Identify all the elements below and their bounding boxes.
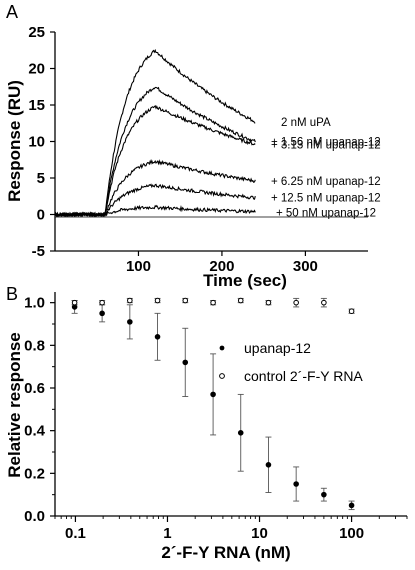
- panel-a-curve-label-3: + 3.13 nM upanap-12: [271, 139, 381, 151]
- panel-b-y-axis-label: Relative response: [5, 332, 24, 478]
- data-point-control: [154, 297, 161, 304]
- data-point-upanap: [265, 462, 272, 468]
- panel-a: A -5 0 5 10 15 20 25 100 200 300 2 nM uPA + 1.56 n…: [5, 2, 381, 290]
- panel-a-y-tick-label: -5: [32, 243, 45, 260]
- panel-a-y-tick-label: 0: [37, 207, 45, 224]
- data-point-control: [127, 297, 133, 304]
- panel-b: B 0.0 0.2 0.4 0.6 0.8 1.0 0.1 1 10 100 upanap-12 …: [5, 284, 408, 562]
- panel-a-y-tick-label: 25: [28, 24, 45, 41]
- panel-b-y-tick-label: 0.0: [24, 508, 45, 525]
- panel-a-trace-6: [54, 204, 256, 218]
- panel-b-x-tick-label: 0.1: [65, 525, 86, 542]
- data-point-control: [293, 299, 299, 306]
- panel-a-curve-label-4: + 6.25 nM upanap-12: [271, 176, 381, 188]
- data-point-upanap: [237, 430, 244, 436]
- panel-a-curve-label-5: + 12.5 nM upanap-12: [271, 193, 381, 205]
- panel-a-trace-4: [54, 159, 256, 218]
- data-point-control: [210, 299, 216, 306]
- panel-a-curve-label-6: + 50 nM upanap-12: [276, 208, 376, 220]
- data-point-control: [265, 299, 272, 306]
- panel-a-y-tick-label: 5: [37, 170, 45, 187]
- panel-a-traces: [54, 48, 256, 218]
- panel-a-ticks: -5 0 5 10 15 20 25 100 200 300: [28, 24, 318, 275]
- panel-a-x-tick-label: 100: [126, 258, 151, 275]
- data-point-upanap: [127, 319, 133, 325]
- panel-b-x-tick-label: 1: [163, 525, 171, 542]
- data-point-control: [182, 297, 189, 304]
- data-point-upanap: [154, 334, 161, 340]
- panel-b-y-tick-label: 1.0: [24, 295, 45, 312]
- legend-marker-control: [219, 373, 225, 379]
- data-point-control: [321, 299, 327, 306]
- data-point-upanap: [321, 491, 327, 498]
- legend-label-control: control 2´-F-Y RNA: [244, 368, 363, 384]
- panel-a-x-axis-label: Time (sec): [203, 271, 287, 290]
- data-point-control: [71, 299, 78, 306]
- panel-a-curve-labels: 2 nM uPA + 1.56 nM upanap-12+ 3.13 nM upa…: [271, 117, 381, 220]
- panel-b-ticks: 0.0 0.2 0.4 0.6 0.8 1.0 0.1 1 10 100: [24, 295, 408, 542]
- data-point-upanap: [348, 502, 355, 509]
- panel-a-curve-label-2: + 1.56 nM upanap-12: [271, 137, 381, 149]
- panel-b-points: [71, 297, 355, 511]
- data-point-control: [348, 308, 355, 315]
- panel-b-x-tick-label: 100: [339, 525, 364, 542]
- panel-a-y-tick-label: 10: [28, 134, 45, 151]
- panel-b-legend: upanap-12 control 2´-F-Y RNA: [219, 340, 363, 384]
- panel-a-curve-label-1: 2 nM uPA: [281, 117, 331, 129]
- panel-b-y-tick-label: 0.8: [24, 337, 45, 354]
- data-point-upanap: [182, 359, 189, 366]
- legend-label-upanap: upanap-12: [244, 340, 311, 356]
- panel-b-y-tick-label: 0.4: [24, 423, 46, 440]
- data-point-upanap: [210, 391, 216, 398]
- panel-a-y-axis-label: Response (RU): [5, 80, 24, 202]
- panel-b-x-axis-label: 2´-F-Y RNA (nM): [161, 543, 290, 562]
- panel-b-y-tick-label: 0.6: [24, 380, 45, 397]
- panel-a-x-tick-label: 300: [293, 258, 318, 275]
- data-point-control: [99, 299, 105, 306]
- panel-b-y-tick-label: 0.2: [24, 465, 45, 482]
- panel-a-x-tick-label: 200: [209, 258, 234, 275]
- panel-a-letter: A: [6, 2, 18, 22]
- panel-a-y-tick-label: 15: [28, 97, 45, 114]
- legend-marker-upanap: [219, 345, 225, 351]
- data-point-upanap: [293, 481, 299, 487]
- data-point-upanap: [99, 310, 105, 317]
- panel-b-letter: B: [6, 284, 18, 304]
- panel-a-y-tick-label: 20: [28, 61, 45, 78]
- panel-b-x-tick-label: 10: [251, 525, 268, 542]
- data-point-control: [237, 297, 244, 304]
